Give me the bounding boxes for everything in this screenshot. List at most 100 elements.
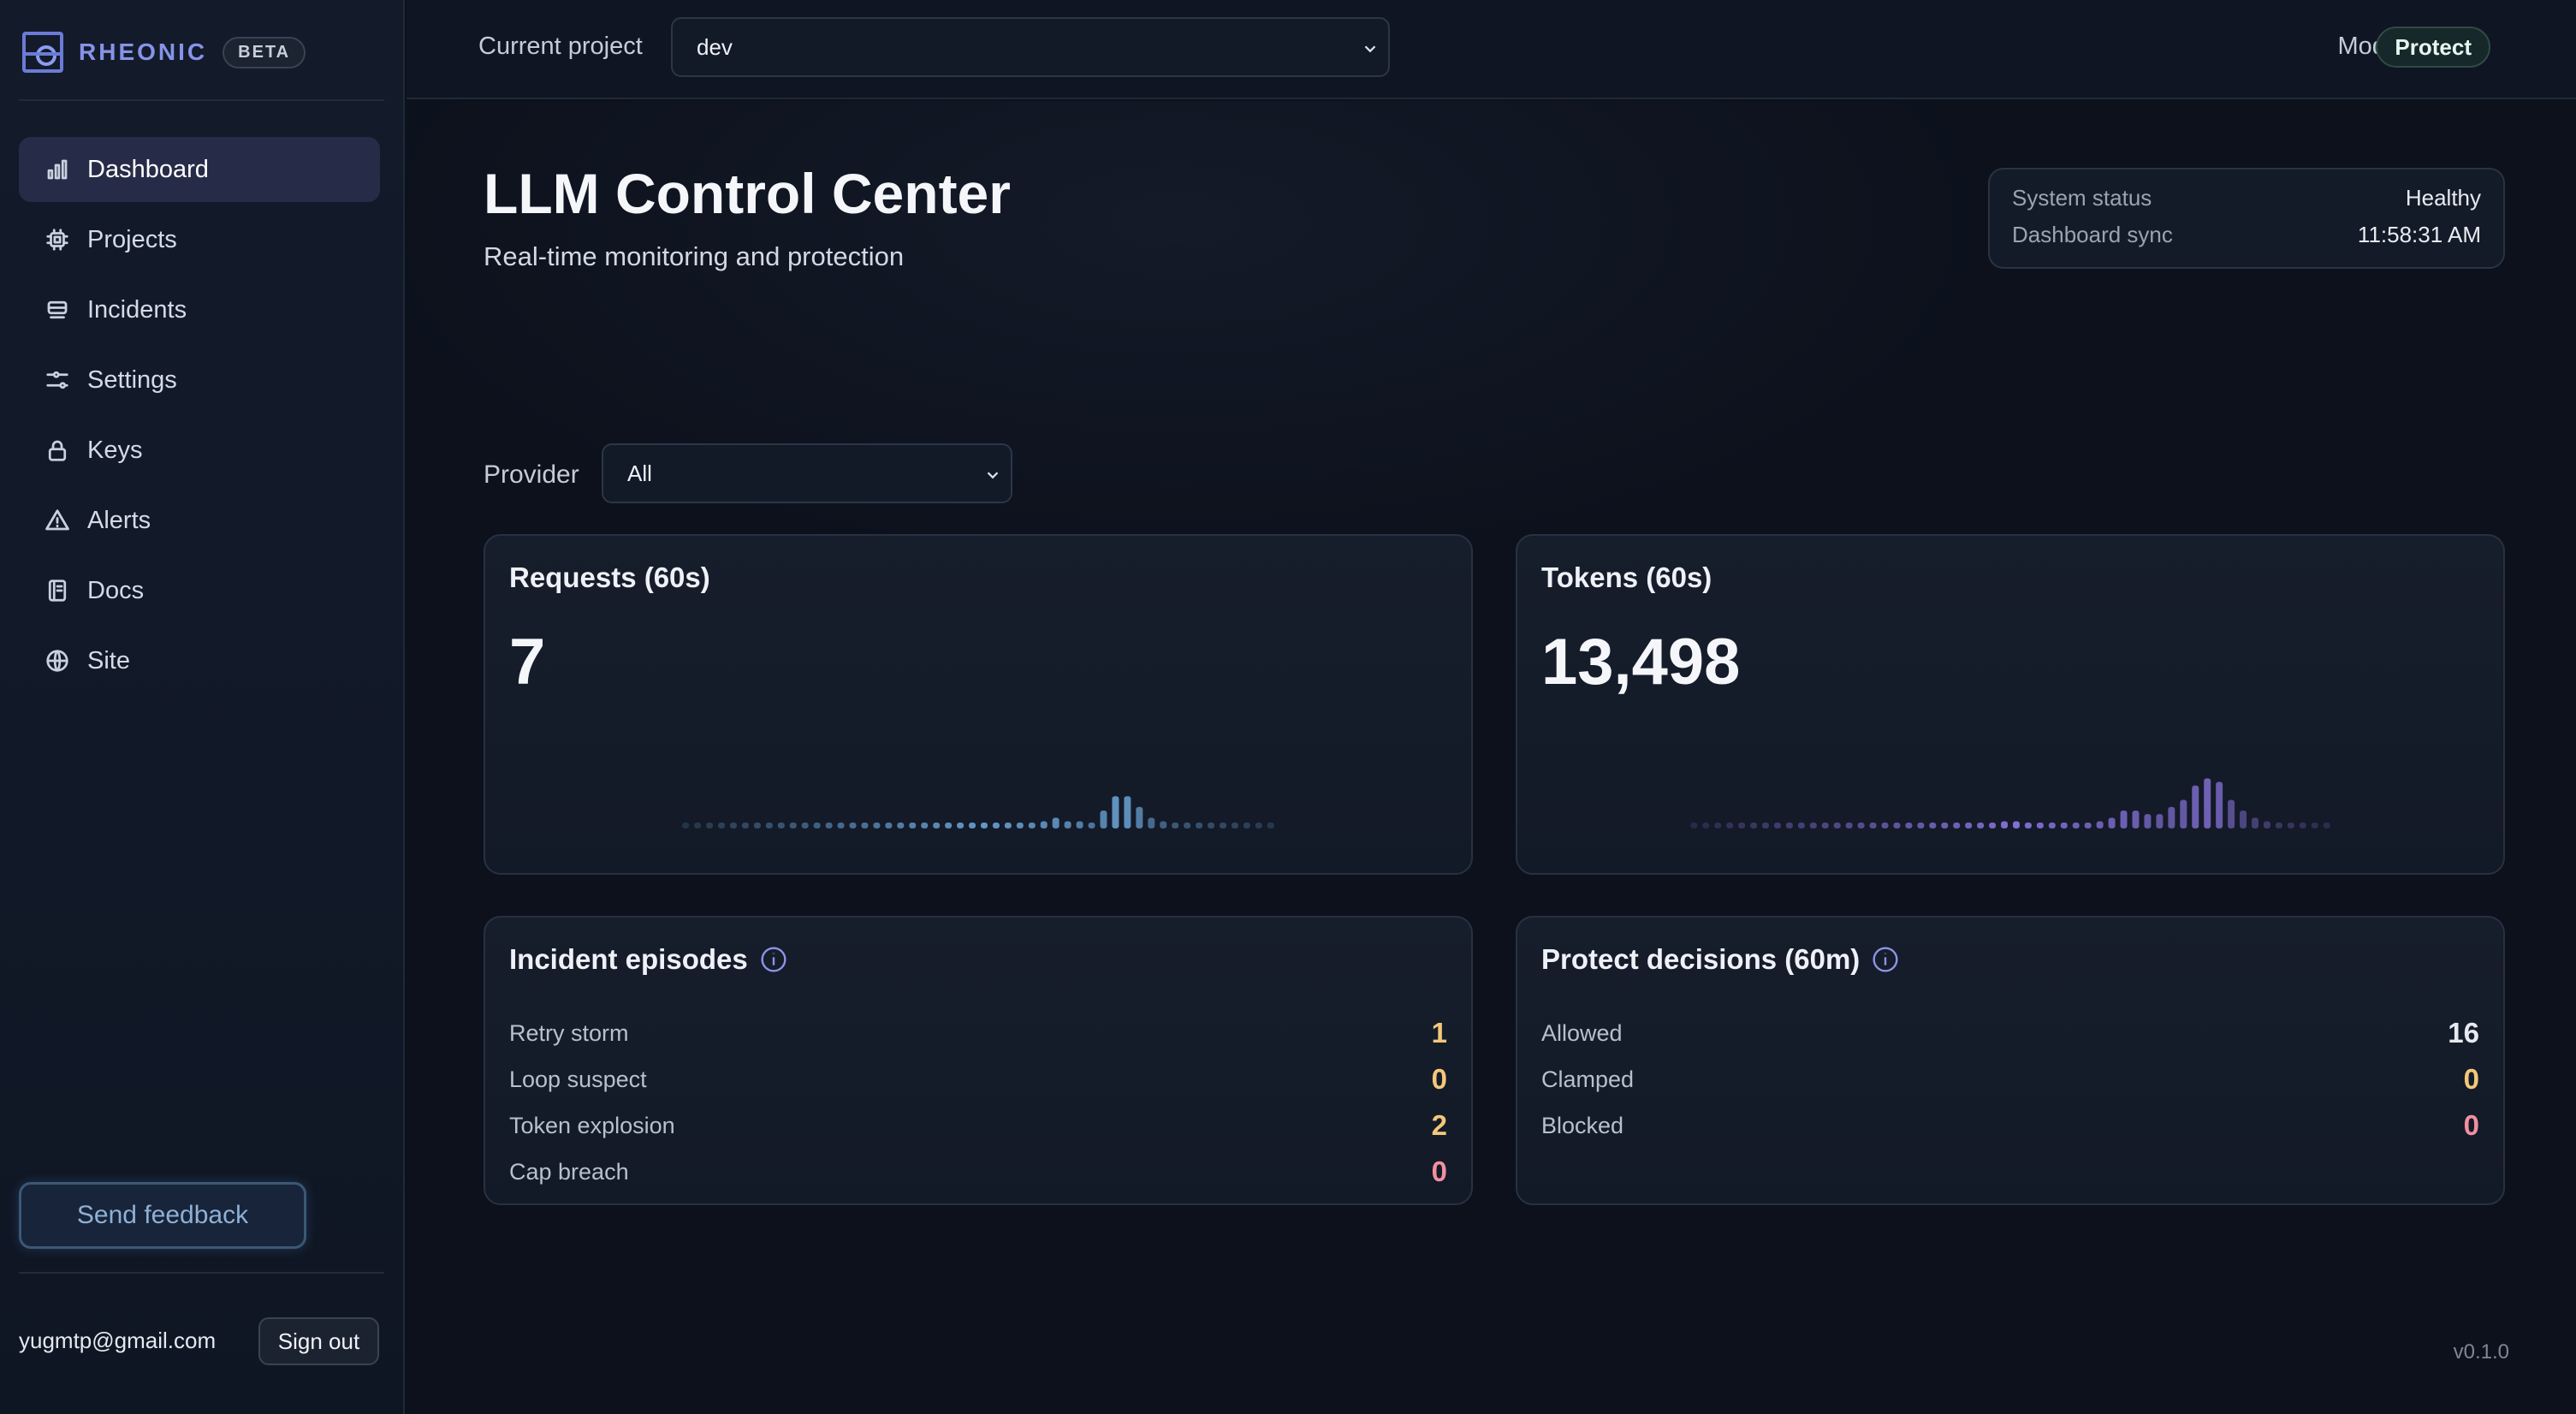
- sign-out-button[interactable]: Sign out: [258, 1317, 379, 1365]
- chevron-down-icon: [1361, 38, 1380, 56]
- requests-sparkline-bar: [1088, 822, 1095, 829]
- tokens-sparkline-bar: [2204, 778, 2211, 829]
- tokens-value: 13,498: [1541, 626, 1741, 698]
- tokens-sparkline-bar: [2012, 821, 2020, 829]
- requests-sparkline-bar: [1076, 821, 1083, 829]
- requests-sparkline-bar: [801, 822, 809, 829]
- requests-sparkline-bar: [777, 822, 785, 829]
- tokens-sparkline-bar: [1821, 822, 1829, 829]
- main-content: LLM Control Center Real-time monitoring …: [407, 101, 2576, 1414]
- protect-label: Allowed: [1541, 1019, 1623, 1046]
- tokens-sparkline-bar: [1690, 822, 1698, 829]
- incident-label: Retry storm: [509, 1019, 629, 1046]
- tokens-sparkline-bar: [1917, 822, 1925, 829]
- tokens-title: Tokens (60s): [1541, 561, 1712, 593]
- protect-decisions-card: Protect decisions (60m) Allowed 16 Clamp…: [1516, 916, 2505, 1205]
- incident-episodes-title: Incident episodes: [509, 943, 787, 976]
- requests-sparkline-bar: [861, 822, 869, 829]
- tokens-sparkline-bar: [2096, 821, 2104, 829]
- tokens-sparkline-bar: [1833, 822, 1841, 829]
- requests-sparkline-bar: [825, 822, 833, 829]
- dashboard-sync-label: Dashboard sync: [2012, 222, 2173, 247]
- incident-count: 1: [1431, 1017, 1447, 1049]
- system-status-row: System status Healthy: [2012, 185, 2481, 211]
- requests-sparkline-bar: [1064, 821, 1071, 829]
- bar-chart-icon: [43, 155, 72, 184]
- incident-row-token-explosion: Token explosion 2: [509, 1102, 1447, 1149]
- protect-decisions-title: Protect decisions (60m): [1541, 943, 1899, 976]
- provider-select-value: All: [627, 460, 652, 486]
- tokens-sparkline-bar: [1750, 822, 1758, 829]
- tokens-sparkline-bar: [2252, 817, 2258, 829]
- info-icon[interactable]: [760, 946, 787, 973]
- requests-sparkline-bar: [1172, 822, 1179, 829]
- requests-sparkline-bar: [730, 822, 737, 829]
- sliders-icon: [43, 365, 72, 395]
- page-title: LLM Control Center: [484, 162, 1011, 225]
- protect-list: Allowed 16 Clamped 0 Blocked 0: [1541, 1010, 2479, 1149]
- tokens-sparkline-bar: [1929, 822, 1937, 829]
- sidebar-item-label: Projects: [87, 225, 177, 253]
- requests-sparkline-bar: [849, 822, 857, 829]
- requests-sparkline-bar: [1016, 822, 1024, 829]
- requests-sparkline-bar: [1255, 822, 1262, 829]
- sidebar-item-incidents[interactable]: Incidents: [19, 277, 380, 342]
- sidebar-item-label: Docs: [87, 576, 145, 604]
- requests-sparkline-bar: [1136, 806, 1143, 829]
- requests-sparkline-bar: [1160, 821, 1167, 829]
- sidebar-item-site[interactable]: Site: [19, 628, 380, 693]
- sidebar-item-dashboard[interactable]: Dashboard: [19, 137, 380, 202]
- tokens-sparkline-bar: [1773, 822, 1781, 829]
- requests-sparkline-bar: [765, 822, 773, 829]
- protect-row-clamped: Clamped 0: [1541, 1056, 2479, 1102]
- tokens-sparkline-bar: [1738, 822, 1746, 829]
- tokens-sparkline-bar: [1857, 822, 1865, 829]
- send-feedback-button[interactable]: Send feedback: [19, 1182, 306, 1249]
- provider-select[interactable]: All: [602, 443, 1012, 503]
- tokens-sparkline-bar: [1785, 822, 1793, 829]
- incident-label: Cap breach: [509, 1158, 629, 1185]
- protect-count: 0: [2463, 1063, 2479, 1095]
- tokens-sparkline-bar: [2216, 781, 2223, 829]
- requests-sparkline-bar: [1267, 822, 1274, 829]
- requests-sparkline-bar: [885, 822, 893, 829]
- tokens-sparkline-bar: [2323, 822, 2330, 829]
- tokens-sparkline-bar: [2168, 806, 2175, 829]
- stack-icon: [43, 295, 72, 324]
- requests-sparkline-bar: [682, 822, 690, 829]
- protect-label: Clamped: [1541, 1066, 1635, 1092]
- requests-card: Requests (60s) 7: [484, 534, 1473, 875]
- mode-badge[interactable]: Protect: [2376, 27, 2490, 68]
- sidebar-item-label: Keys: [87, 436, 143, 464]
- tokens-sparkline-bar: [1881, 822, 1889, 829]
- tokens-sparkline-bar: [2120, 810, 2128, 829]
- incident-label: Token explosion: [509, 1112, 675, 1138]
- sidebar-item-docs[interactable]: Docs: [19, 558, 380, 623]
- requests-sparkline-bar: [1184, 822, 1191, 829]
- incident-label: Loop suspect: [509, 1066, 647, 1092]
- sidebar-item-label: Incidents: [87, 295, 187, 324]
- requests-sparkline-bar: [1100, 810, 1107, 829]
- sidebar-item-label: Alerts: [87, 506, 151, 534]
- brand[interactable]: RHEONIC BETA: [22, 31, 306, 74]
- tokens-sparkline-bar: [1809, 822, 1817, 829]
- requests-sparkline-bar: [873, 822, 881, 829]
- requests-sparkline-bar: [980, 822, 988, 829]
- requests-sparkline-bar: [789, 822, 797, 829]
- sidebar-item-projects[interactable]: Projects: [19, 207, 380, 272]
- project-select[interactable]: dev: [671, 17, 1390, 77]
- tokens-sparkline-bar: [2275, 822, 2282, 829]
- incident-count: 0: [1431, 1063, 1447, 1095]
- requests-sparkline-bar: [909, 822, 917, 829]
- tokens-sparkline-bar: [2192, 785, 2199, 829]
- tokens-card: Tokens (60s) 13,498: [1516, 534, 2505, 875]
- tokens-sparkline-bar: [2048, 822, 2056, 829]
- requests-sparkline-bar: [718, 822, 726, 829]
- info-icon[interactable]: [1872, 946, 1899, 973]
- requests-sparkline-bar: [837, 822, 845, 829]
- sidebar-item-alerts[interactable]: Alerts: [19, 488, 380, 553]
- sidebar-item-keys[interactable]: Keys: [19, 418, 380, 483]
- requests-sparkline-bar: [813, 822, 821, 829]
- tokens-sparkline-bar: [2144, 814, 2152, 829]
- sidebar-item-settings[interactable]: Settings: [19, 348, 380, 413]
